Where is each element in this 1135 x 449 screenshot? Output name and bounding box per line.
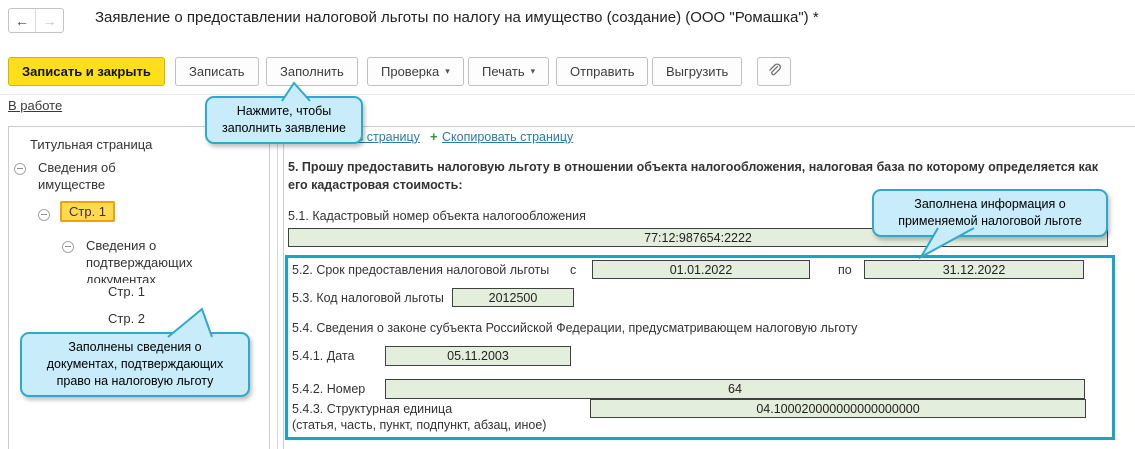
- tree-selected-highlight: Стр. 1: [60, 201, 116, 222]
- benefit-highlight-frame: [285, 255, 1115, 440]
- history-nav: ← →: [8, 8, 64, 33]
- back-icon[interactable]: ←: [9, 9, 36, 32]
- field-5-4-1-label: 5.4.1. Дата: [292, 349, 355, 363]
- plus-icon: +: [430, 129, 438, 144]
- field-5-4-3-sublabel: (статья, часть, пункт, подпункт, абзац, …: [292, 418, 547, 432]
- paperclip-icon: [766, 62, 782, 81]
- fill-button[interactable]: Заполнить: [266, 57, 358, 86]
- field-5-3-label: 5.3. Код налоговой льготы: [292, 291, 444, 305]
- copy-page-link[interactable]: Скопировать страницу: [442, 130, 574, 144]
- tree-item-docs-page2[interactable]: Стр. 2: [108, 311, 146, 326]
- benefit-code-field[interactable]: 2012500: [452, 288, 574, 307]
- collapse-icon[interactable]: [38, 209, 50, 221]
- benefit-start-date-field[interactable]: 01.01.2022: [592, 260, 810, 279]
- check-button[interactable]: Проверка ▾: [367, 57, 464, 86]
- field-5-2-label: 5.2. Срок предоставления налоговой льгот…: [292, 263, 550, 277]
- tree-item-property-info[interactable]: Сведения об имуществе: [38, 160, 116, 192]
- field-5-2-from-label: с: [570, 263, 577, 277]
- collapse-icon[interactable]: [14, 163, 26, 175]
- field-5-1-label: 5.1. Кадастровый номер объекта налогообл…: [288, 209, 586, 223]
- fill-hint-callout: Нажмите, чтобы заполнить заявление: [205, 96, 363, 144]
- chevron-down-icon: ▾: [530, 66, 536, 76]
- save-close-button[interactable]: Записать и закрыть: [8, 57, 165, 86]
- toolbar-separator: [0, 94, 1135, 95]
- chevron-down-icon: ▾: [445, 66, 450, 76]
- docs-hint-callout: Заполнены сведения о документах, подтвер…: [20, 332, 250, 397]
- workflow-state-link[interactable]: В работе: [8, 98, 63, 113]
- structural-unit-field[interactable]: 04.100020000000000000000: [590, 399, 1086, 418]
- field-5-4-3-label: 5.4.3. Структурная единица: [292, 402, 453, 416]
- export-button[interactable]: Выгрузить: [652, 57, 743, 86]
- collapse-icon[interactable]: [62, 241, 74, 253]
- page-title: Заявление о предоставлении налоговой льг…: [95, 9, 819, 26]
- field-5-4-label: 5.4. Сведения о законе субъекта Российск…: [292, 321, 858, 335]
- tree-item-page1-selected[interactable]: Стр. 1: [60, 201, 116, 222]
- print-button[interactable]: Печать ▾: [468, 57, 550, 86]
- field-5-4-2-label: 5.4.2. Номер: [292, 382, 366, 396]
- forward-icon[interactable]: →: [42, 12, 57, 29]
- panel-splitter[interactable]: [277, 126, 278, 449]
- tree-item-docs-page1[interactable]: Стр. 1: [108, 284, 146, 299]
- law-number-field[interactable]: 64: [385, 379, 1085, 399]
- field-5-2-to-label: по: [838, 263, 852, 277]
- tree-item-supporting-docs[interactable]: Сведения о подтверждающих документах: [86, 238, 193, 283]
- tree-item-title-page[interactable]: Титульная страница: [30, 137, 153, 152]
- benefit-end-date-field[interactable]: 31.12.2022: [864, 260, 1084, 279]
- send-button[interactable]: Отправить: [556, 57, 649, 86]
- attachments-button[interactable]: [757, 57, 791, 86]
- benefit-hint-callout: Заполнена информация о применяемой налог…: [872, 189, 1108, 237]
- law-date-field[interactable]: 05.11.2003: [385, 346, 571, 366]
- print-button-label: Печать: [482, 64, 525, 79]
- section5-title: 5. Прошу предоставить налоговую льготу в…: [288, 160, 1098, 193]
- check-button-label: Проверка: [381, 64, 440, 79]
- save-button[interactable]: Записать: [175, 57, 259, 86]
